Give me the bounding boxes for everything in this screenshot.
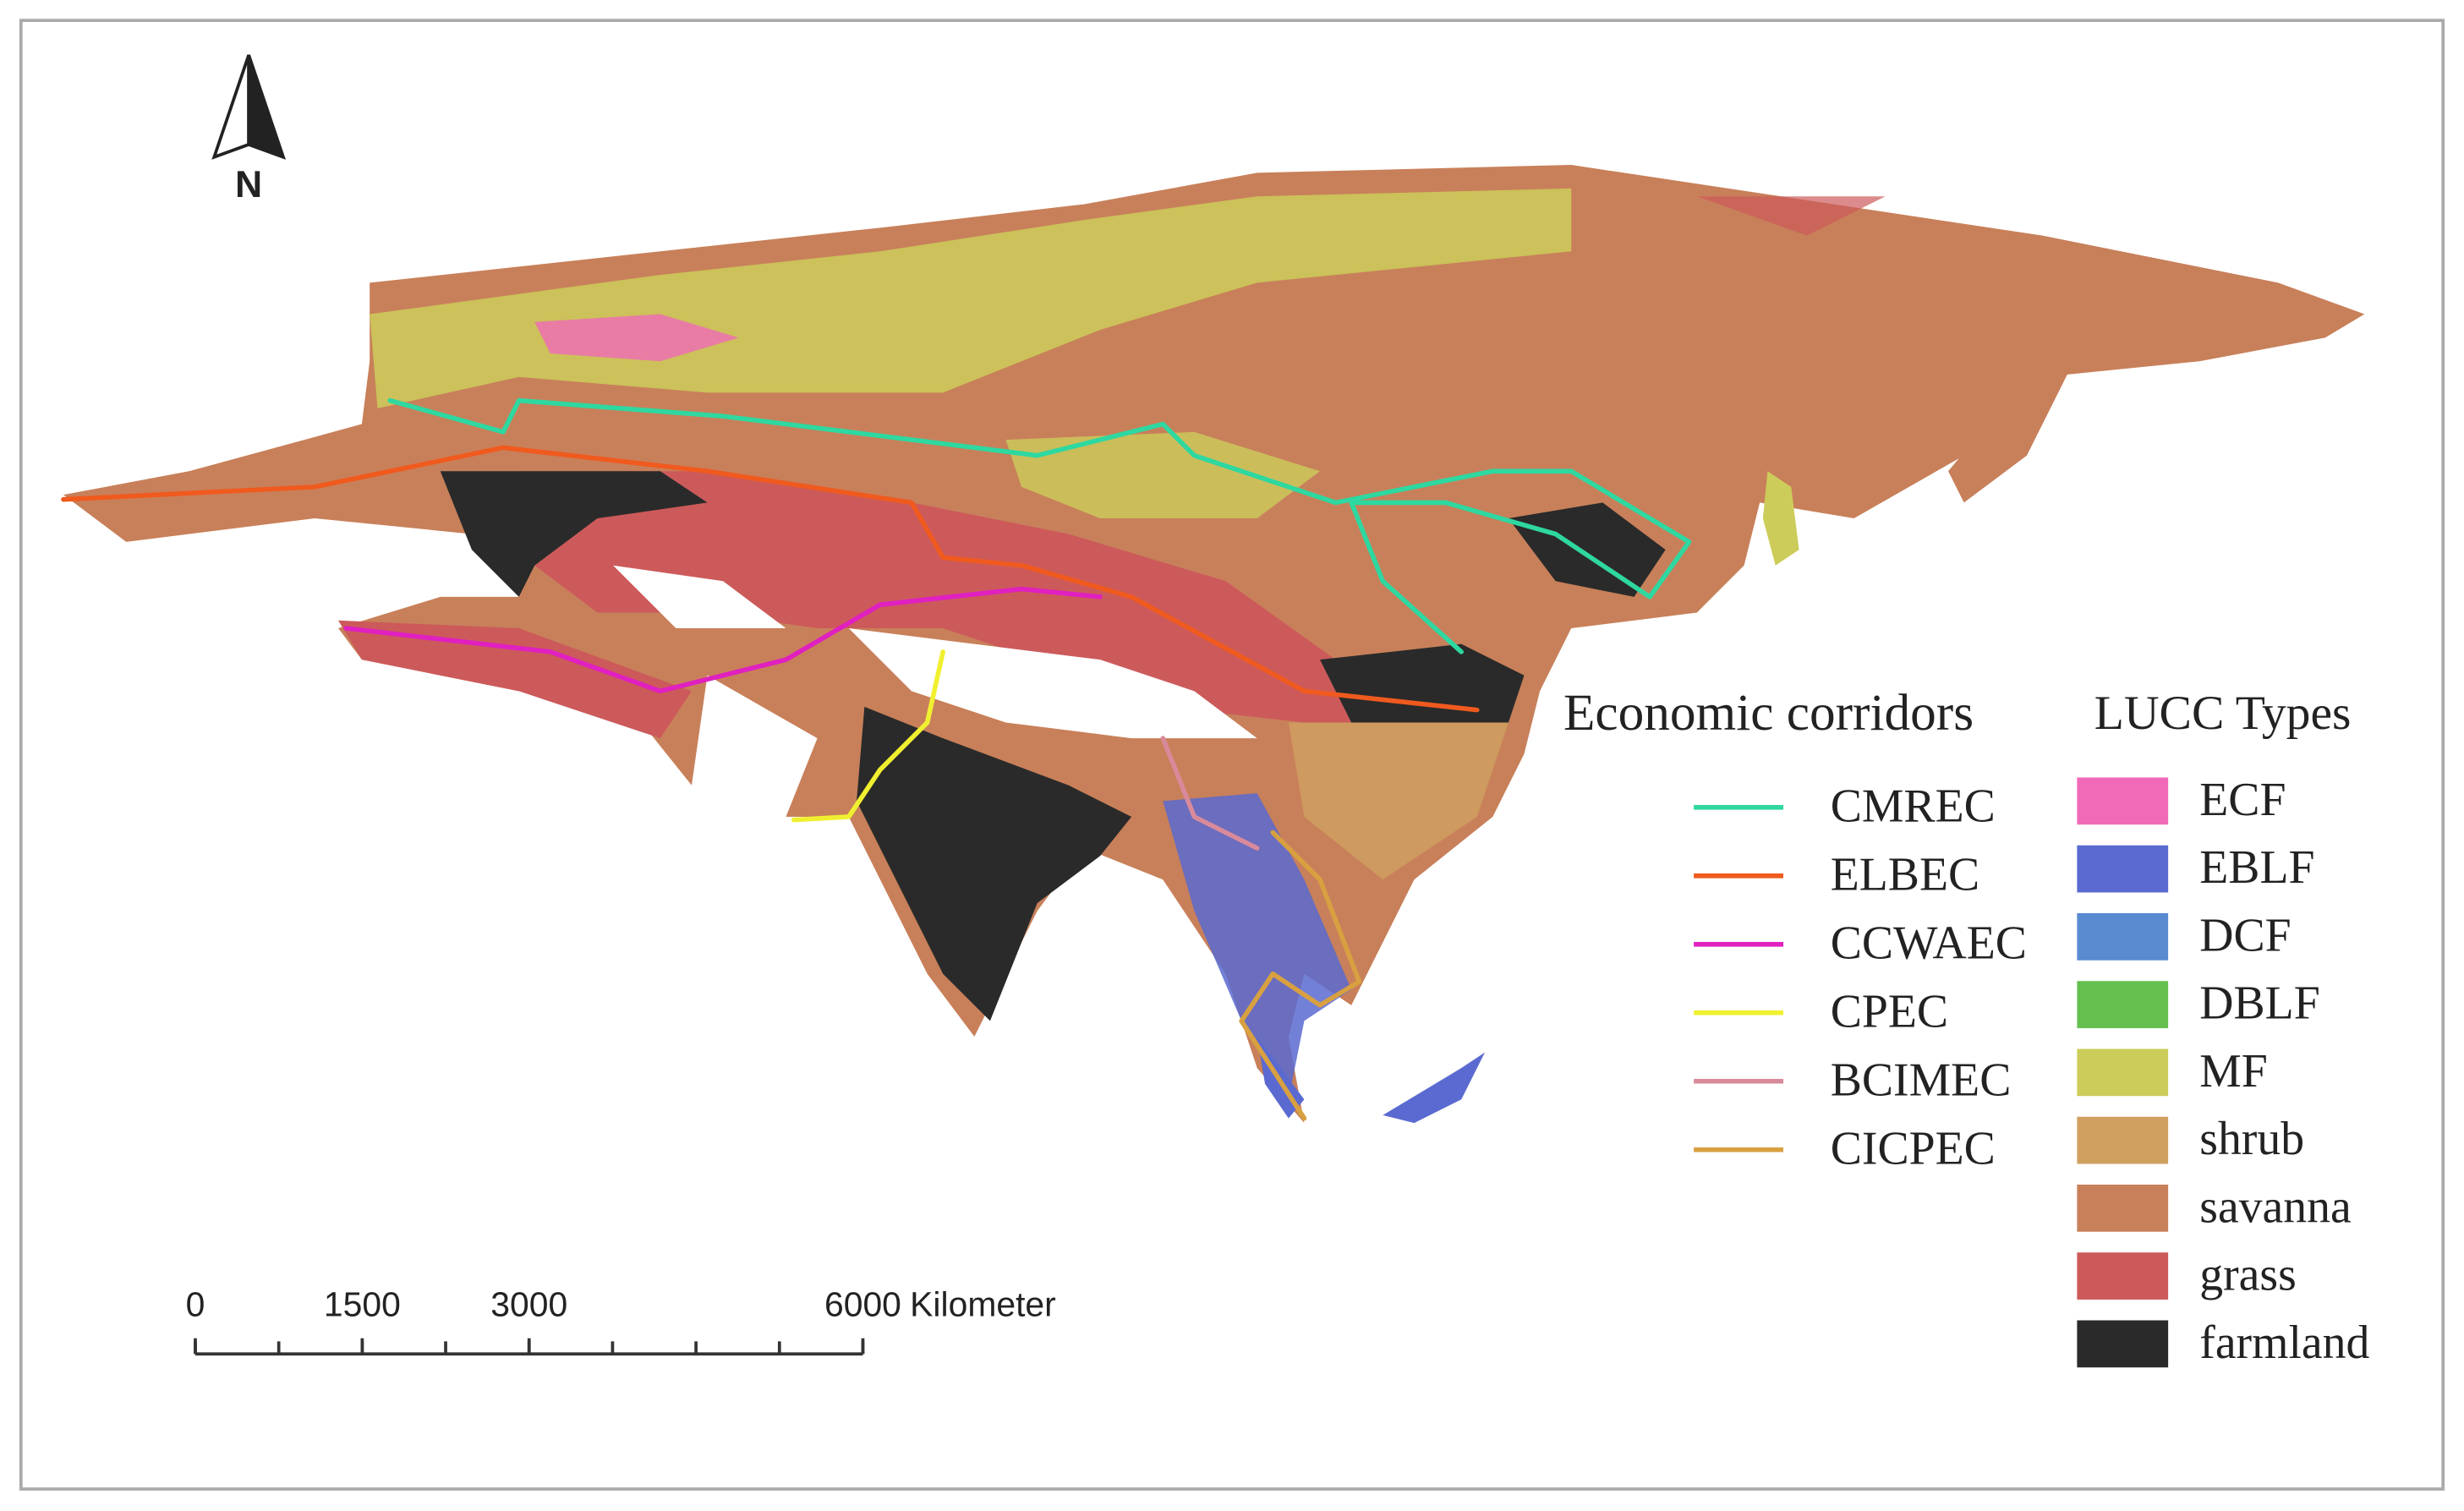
lucc-swatch [2077,1048,2169,1097]
lucc-label: savanna [2199,1180,2351,1233]
lucc-label: grass [2199,1249,2297,1301]
corridor-routes [61,397,1692,1121]
legend: CMREC ELBEC CCWAEC CPEC BCIMEC CICPEC ECF EBLF D… [1694,774,2370,1369]
lucc-label: ECF [2199,774,2286,826]
corridor-label: CPEC [1831,985,1948,1037]
scale-tick-label: 0 [186,1284,205,1323]
land-farmland-india [857,706,1132,1021]
lucc-swatch [2077,1184,2169,1232]
north-label: N [235,164,262,205]
land-mf-south [1005,431,1321,519]
lucc-legend-title: LUCC Types [2094,687,2352,740]
scale-tick-label: 3000 [490,1284,567,1323]
corridor-label: BCIMEC [1831,1054,2012,1106]
land-farmland-ne [1508,502,1666,597]
corridor-legend-title: Economic corridors [1563,684,1974,742]
lucc-label: DCF [2199,909,2291,961]
corridor-label: CMREC [1831,780,1996,832]
land-shrub [1288,722,1509,880]
north-arrow: N [211,54,287,205]
scale-tick-label: 6000 [824,1284,901,1323]
scale-tick-label: 1500 [324,1284,401,1323]
land-japan [1762,471,1799,566]
corridor-label: ELBEC [1831,848,1979,901]
route-bcimec [1160,736,1260,851]
route-cpec [791,649,945,823]
land-ebf-sea [1163,793,1352,1100]
corridor-label: CCWAEC [1831,917,2027,969]
scale-bar: 0 1500 3000 6000 Kilometer [186,1284,1056,1356]
lucc-label: DBLF [2199,977,2319,1030]
lucc-swatch [2077,845,2169,893]
north-arrow-right [247,54,287,160]
land-islands [1257,1037,1486,1124]
land-ecf [534,314,739,362]
land-grass-north [1696,196,1886,236]
route-cmrec [387,397,1692,654]
lucc-swatch [2077,777,2169,825]
lucc-swatch [2077,1116,2169,1164]
lucc-label: EBLF [2199,841,2314,894]
lucc-label: farmland [2199,1317,2369,1369]
corridor-label: CICPEC [1831,1122,1996,1174]
route-ccwaec [343,586,1103,694]
lucc-swatch [2077,981,2169,1028]
lucc-label: MF [2199,1045,2268,1098]
land-farmland-china [1320,643,1525,723]
land-farmland [440,471,708,597]
lucc-swatch [2077,1320,2169,1368]
lucc-swatch [2077,1252,2169,1300]
land-gaps [613,565,1257,739]
route-elbec [61,445,1480,713]
lucc-label: shrub [2199,1113,2304,1165]
land-kamchatka [1948,361,2074,503]
route-cicpec [1239,829,1362,1121]
lucc-swatch [2077,913,2169,961]
scale-unit: Kilometer [910,1284,1056,1323]
land-grass-west [338,620,692,739]
